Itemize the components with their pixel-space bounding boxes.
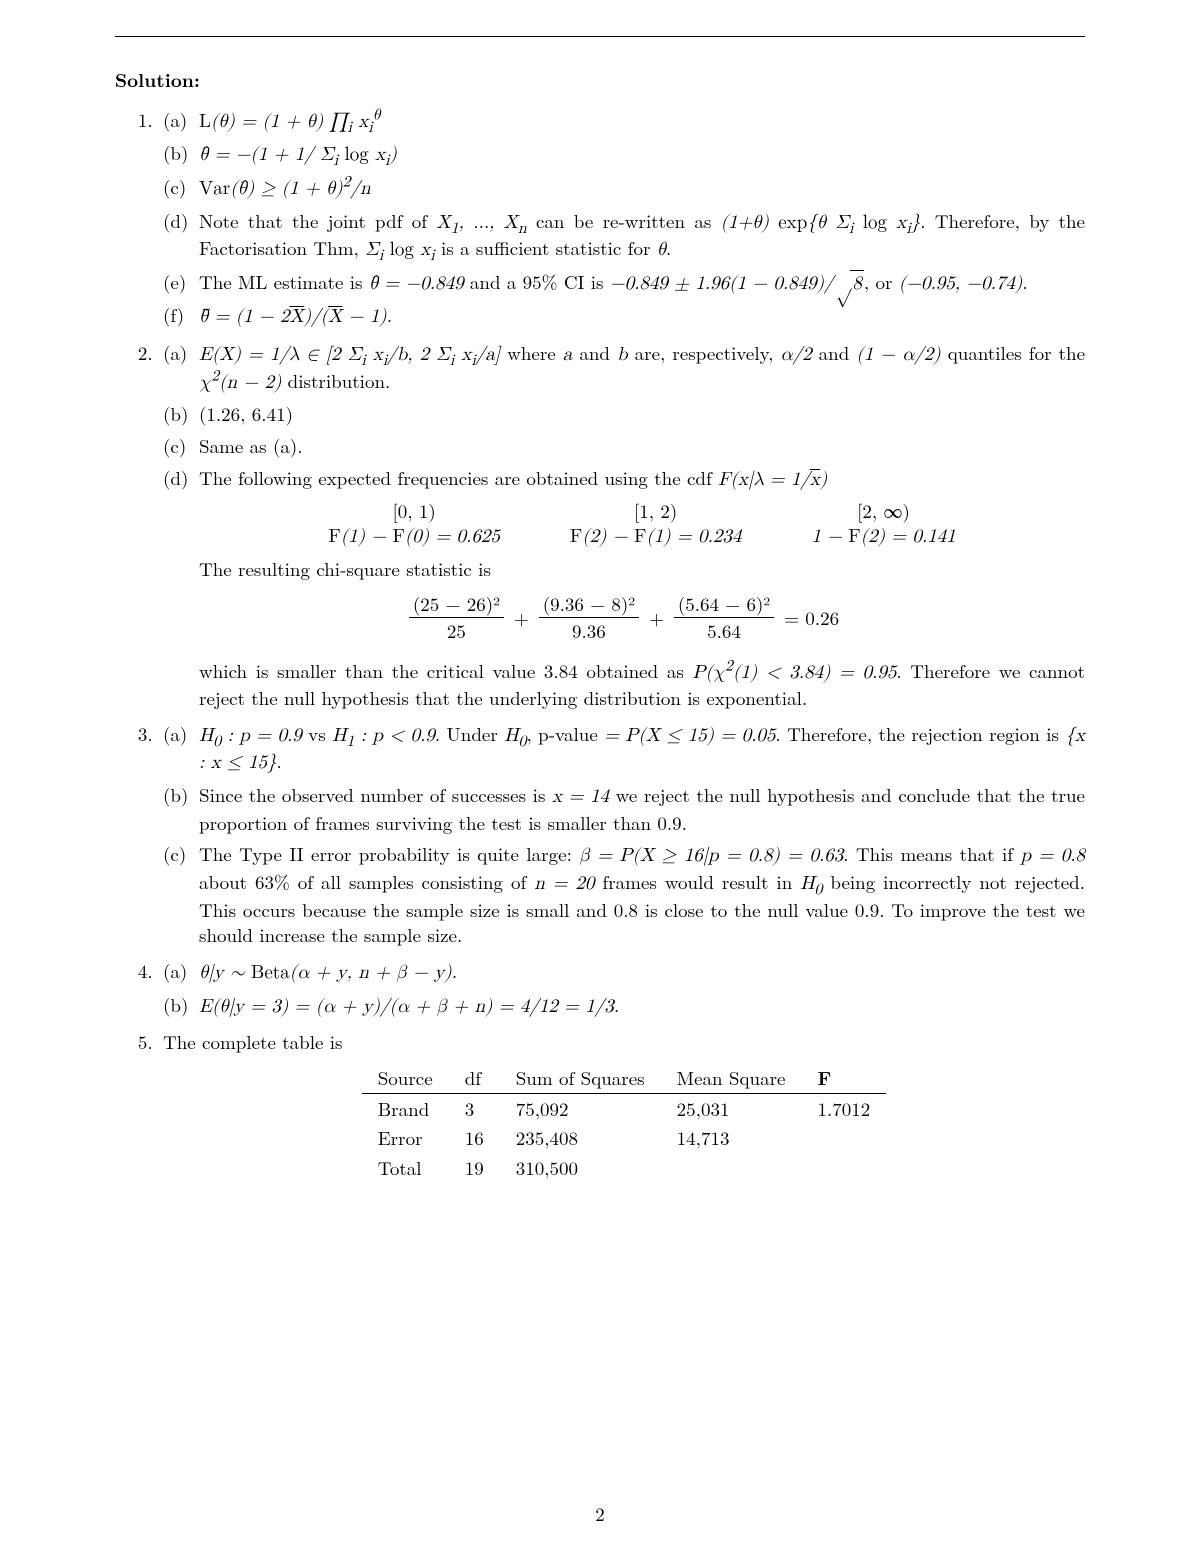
table-row: Brand 3 75,092 25,031 1.7012	[362, 1093, 887, 1123]
chi-n3: (5.64 − 6)²	[674, 591, 774, 618]
problem-5: The complete table is Source df Sum of S…	[159, 1029, 1085, 1182]
cell: 235,408	[500, 1123, 661, 1153]
th-ss: Sum of Squares	[500, 1063, 661, 1093]
freq-c2-h: [1, 2)	[570, 498, 742, 524]
page-number: 2	[0, 1501, 1200, 1527]
cell: 25,031	[661, 1093, 802, 1123]
cell	[801, 1153, 886, 1183]
cell: 75,092	[500, 1093, 661, 1123]
problem-2: (a) E(X) = 1/λ ∈ [2 Σi xi/b, 2 Σi xi/a] …	[159, 340, 1085, 711]
cell: 310,500	[500, 1153, 661, 1183]
freq-col-1: [0, 1) F(1) − F(0) = 0.625	[328, 498, 500, 549]
cell: Brand	[362, 1093, 449, 1123]
cell: 19	[449, 1153, 500, 1183]
table-row: Total 19 310,500	[362, 1153, 887, 1183]
th-source: Source	[362, 1063, 449, 1093]
cell: 16	[449, 1123, 500, 1153]
cell: 14,713	[661, 1123, 802, 1153]
chi-d2: 9.36	[539, 618, 639, 644]
cell	[661, 1153, 802, 1183]
p2a: (a) E(X) = 1/λ ∈ [2 Σi xi/b, 2 Σi xi/a] …	[163, 340, 1085, 395]
chi-n1: (25 − 26)²	[409, 591, 504, 618]
cell: 1.7012	[801, 1093, 886, 1123]
freq-col-3: [2, ∞) 1 − F(2) = 0.141	[811, 498, 955, 549]
p3a: (a) H0 : p = 0.9 vs H1 : p < 0.9. Under …	[163, 721, 1085, 776]
p2-chi-intro: The resulting chi-square statistic is	[163, 556, 1085, 582]
freq-c1-h: [0, 1)	[328, 498, 500, 524]
p2-conclusion: which is smaller than the critical value…	[163, 658, 1085, 711]
problem-1: (a) L(θ) = (1 + θ) ∏i xiθ (b) θ̂ = −(1 +…	[159, 107, 1085, 330]
p2b: (b) (1.26, 6.41)	[163, 401, 1085, 427]
cell: Total	[362, 1153, 449, 1183]
chi-d3: 5.64	[674, 618, 774, 644]
cell: Error	[362, 1123, 449, 1153]
table-row: Error 16 235,408 14,713	[362, 1123, 887, 1153]
p3b: (b) Since the observed number of success…	[163, 782, 1085, 835]
chi-d1: 25	[409, 618, 504, 644]
p2b-value: (1.26, 6.41)	[199, 400, 293, 427]
cell: 3	[449, 1093, 500, 1123]
th-df: df	[449, 1063, 500, 1093]
p4a: (a) θ|y ∼ Beta(α + y, n + β − y).	[163, 958, 1085, 986]
freq-c3-h: [2, ∞)	[811, 498, 955, 524]
table-header-row: Source df Sum of Squares Mean Square F	[362, 1063, 887, 1093]
p1e: (e) The ML estimate is θ̂ = −0.849 and a…	[163, 269, 1085, 297]
p5-intro: The complete table is	[163, 1028, 343, 1055]
freq-col-2: [1, 2) F(2) − F(1) = 0.234	[570, 498, 742, 549]
chi-n2: (9.36 − 8)²	[539, 591, 639, 618]
cell	[801, 1123, 886, 1153]
problem-2-parts: (a) E(X) = 1/λ ∈ [2 Σi xi/b, 2 Σi xi/a] …	[163, 340, 1085, 549]
th-f: F	[801, 1063, 886, 1093]
frequency-grid: [0, 1) F(1) − F(0) = 0.625 [1, 2) F(2) −…	[199, 498, 1085, 549]
page: Solution: (a) L(θ) = (1 + θ) ∏i xiθ (b) …	[0, 0, 1200, 1553]
top-rule	[115, 36, 1085, 37]
p2c: (c) Same as (a).	[163, 433, 1085, 459]
p2c-text: Same as (a).	[199, 432, 303, 459]
problem-4-parts: (a) θ|y ∼ Beta(α + y, n + β − y). (b) E(…	[163, 958, 1085, 1019]
p1a: (a) L(θ) = (1 + θ) ∏i xiθ	[163, 107, 1085, 135]
p2d: (d) The following expected frequencies a…	[163, 465, 1085, 550]
problem-1-parts: (a) L(θ) = (1 + θ) ∏i xiθ (b) θ̂ = −(1 +…	[163, 107, 1085, 330]
p4b: (b) E(θ|y = 3) = (α + y)/(α + β + n) = 4…	[163, 992, 1085, 1020]
th-ms: Mean Square	[661, 1063, 802, 1093]
p1b: (b) θ̂ = −(1 + 1/ Σi log xi)	[163, 140, 1085, 168]
p1f: (f) θ̃ = (1 − 2X)/(X − 1).	[163, 302, 1085, 330]
problem-list: (a) L(θ) = (1 + θ) ∏i xiθ (b) θ̂ = −(1 +…	[115, 107, 1085, 1183]
p3c: (c) The Type II error probability is qui…	[163, 841, 1085, 948]
chi-eq: = 0.26	[784, 605, 839, 631]
chi-square-equation: (25 − 26)²25 + (9.36 − 8)²9.36 + (5.64 −…	[163, 591, 1085, 643]
anova-table: Source df Sum of Squares Mean Square F B…	[362, 1063, 887, 1183]
problem-3: (a) H0 : p = 0.9 vs H1 : p < 0.9. Under …	[159, 721, 1085, 948]
problem-4: (a) θ|y ∼ Beta(α + y, n + β − y). (b) E(…	[159, 958, 1085, 1019]
problem-3-parts: (a) H0 : p = 0.9 vs H1 : p < 0.9. Under …	[163, 721, 1085, 948]
p1c: (c) Var(θ̂) ≥ (1 + θ)2/n	[163, 174, 1085, 202]
p1d: (d) Note that the joint pdf of X1, …, Xn…	[163, 208, 1085, 263]
solution-heading: Solution:	[115, 67, 1085, 93]
